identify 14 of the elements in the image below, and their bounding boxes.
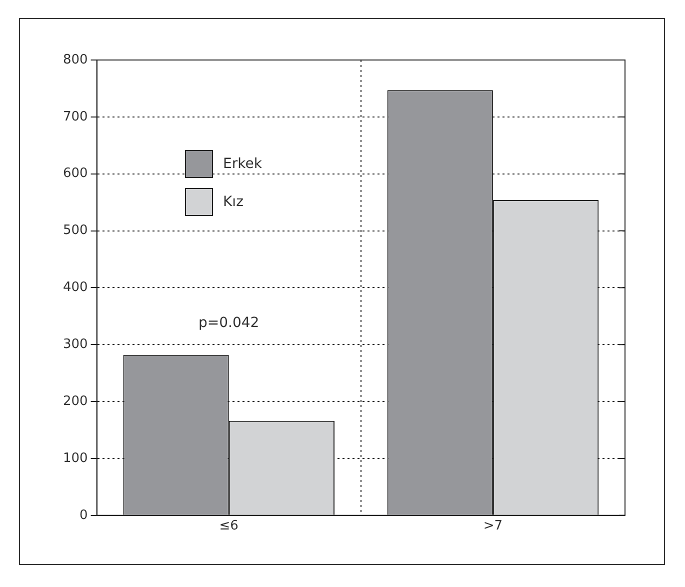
y-tick-label: 600 bbox=[62, 166, 88, 182]
y-tick-label: 100 bbox=[62, 450, 88, 466]
x-tick-label: >7 bbox=[483, 518, 503, 534]
y-tick-label: 0 bbox=[80, 508, 88, 523]
y-tick-label: 200 bbox=[62, 394, 88, 409]
annotation: p=0.042 bbox=[198, 314, 260, 331]
y-tick-label: 700 bbox=[62, 109, 88, 124]
legend-label: Kız bbox=[223, 194, 244, 210]
y-tick-label: 800 bbox=[62, 52, 88, 68]
legend-label: Erkek bbox=[223, 156, 262, 172]
x-tick-label: ≤6 bbox=[219, 518, 238, 534]
y-tick-label: 500 bbox=[62, 223, 88, 238]
y-tick-label: 300 bbox=[62, 337, 88, 352]
y-tick-label: 400 bbox=[62, 280, 88, 296]
